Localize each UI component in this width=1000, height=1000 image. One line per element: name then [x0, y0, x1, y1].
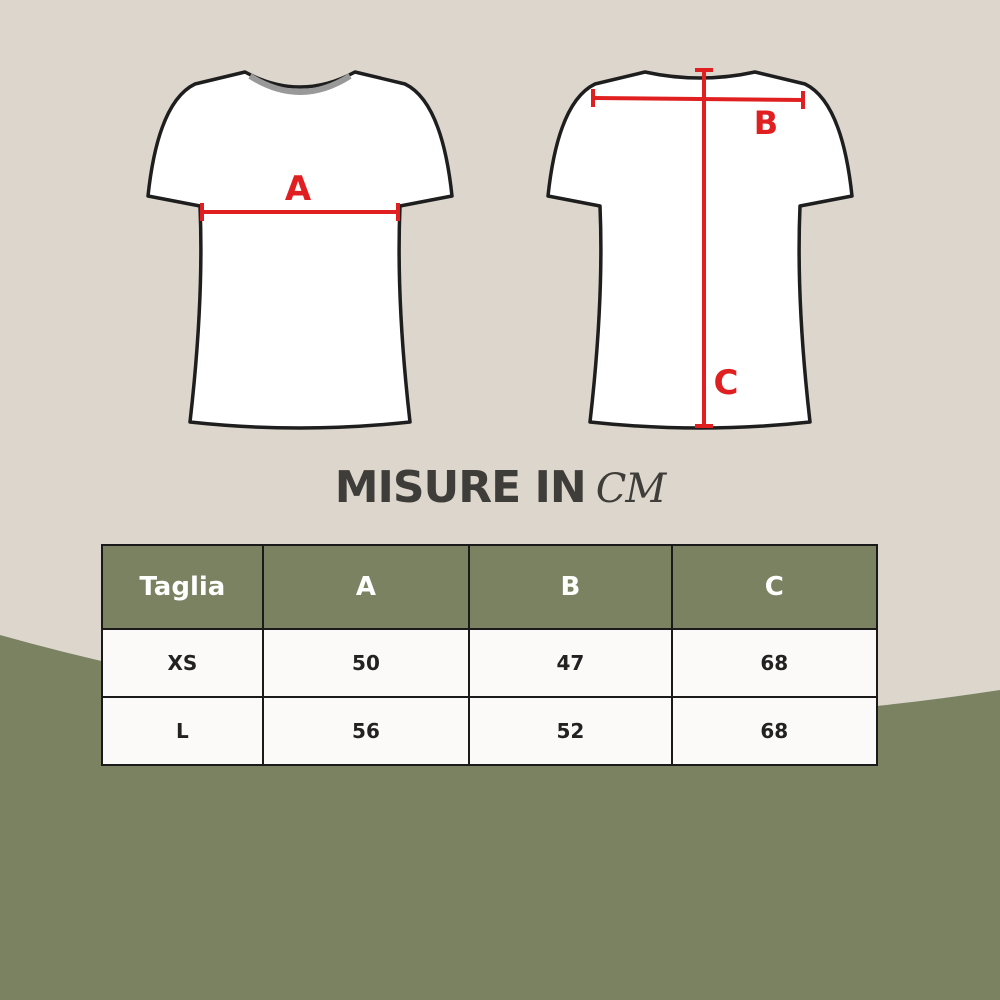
table-header-row: Taglia A B C: [101, 544, 879, 630]
page-title: MISURE IN CM: [0, 462, 1000, 513]
measure-line-b: [592, 96, 804, 102]
cell-b: 47: [468, 628, 673, 698]
label-b: B: [754, 104, 778, 142]
table-row: XS 50 47 68: [101, 628, 879, 698]
cell-size: XS: [101, 628, 264, 698]
size-table: Taglia A B C XS 50 47 68 L 56 52 68: [101, 544, 879, 766]
table-row: L 56 52 68: [101, 696, 879, 766]
cell-a: 56: [261, 696, 471, 766]
tshirt-back: B C: [546, 68, 854, 430]
header-a: A: [261, 544, 471, 630]
header-c: C: [670, 544, 879, 630]
tshirt-front: A: [146, 70, 454, 430]
cell-b: 52: [468, 696, 673, 766]
title-main: MISURE IN: [334, 462, 587, 513]
cell-a: 50: [261, 628, 471, 698]
header-size: Taglia: [101, 544, 264, 630]
cell-c: 68: [670, 696, 879, 766]
cell-c: 68: [670, 628, 879, 698]
label-a: A: [285, 169, 312, 209]
cell-size: L: [101, 696, 264, 766]
title-unit: CM: [595, 466, 667, 512]
label-c: C: [714, 363, 739, 403]
header-b: B: [468, 544, 673, 630]
